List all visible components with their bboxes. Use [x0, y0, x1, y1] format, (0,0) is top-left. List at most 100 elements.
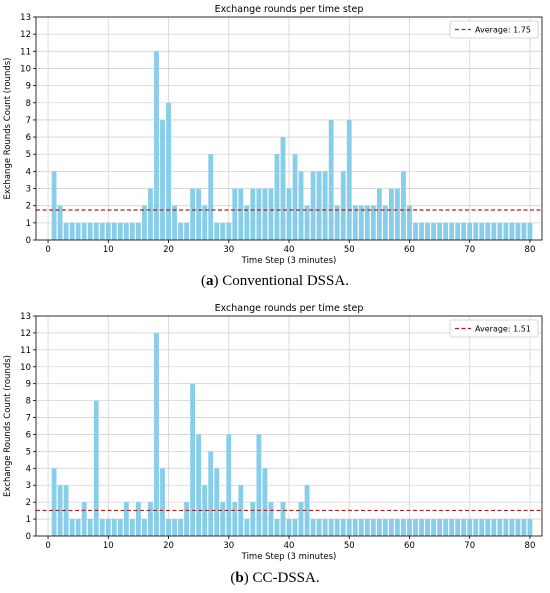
bar — [304, 205, 310, 240]
x-tick-label: 80 — [525, 245, 536, 255]
bar — [250, 502, 256, 536]
bar — [93, 222, 99, 240]
bar — [346, 119, 352, 240]
y-tick-label: 10 — [20, 64, 31, 74]
bar — [316, 519, 322, 536]
caption-a-text: Conventional DSSA. — [222, 273, 349, 289]
bar — [75, 519, 81, 536]
y-tick-label: 1 — [26, 515, 31, 525]
chart-title: Exchange rounds per time step — [215, 4, 364, 15]
bar — [485, 519, 491, 536]
bar — [142, 205, 147, 240]
x-tick-label: 0 — [45, 245, 50, 255]
bar — [388, 188, 394, 240]
y-tick-label: 9 — [26, 82, 31, 92]
bar — [395, 188, 400, 240]
y-axis-label: Exchange Rounds Count (rounds) — [3, 58, 13, 200]
bar — [220, 502, 226, 536]
x-tick-label: 10 — [103, 541, 114, 551]
bar — [202, 205, 208, 240]
y-tick-label: 1 — [26, 219, 31, 229]
bar — [304, 485, 310, 536]
bar — [244, 519, 250, 536]
bar — [184, 502, 190, 536]
bar — [527, 222, 533, 240]
bar — [208, 451, 214, 536]
x-tick-label: 80 — [525, 541, 536, 551]
bar — [407, 205, 412, 240]
y-tick-label: 0 — [26, 236, 31, 246]
y-tick-label: 13 — [20, 312, 31, 322]
bar — [117, 519, 123, 536]
bar — [497, 222, 503, 240]
bar — [280, 502, 286, 536]
bar — [431, 519, 436, 536]
bar — [148, 502, 153, 536]
bar — [274, 154, 280, 240]
bar — [413, 222, 418, 240]
bar — [376, 519, 382, 536]
y-tick-label: 10 — [20, 363, 31, 373]
bar — [310, 171, 316, 240]
bar — [407, 519, 412, 536]
bar — [256, 434, 262, 536]
bar — [334, 519, 340, 536]
bar — [262, 188, 268, 240]
x-tick-label: 70 — [464, 245, 475, 255]
bar — [63, 222, 69, 240]
bar — [352, 205, 358, 240]
bar — [166, 519, 171, 536]
bar — [196, 434, 202, 536]
bar — [370, 519, 376, 536]
bar — [69, 519, 75, 536]
bar — [395, 519, 400, 536]
bar — [455, 519, 461, 536]
bar — [142, 519, 147, 536]
bar — [135, 222, 141, 240]
x-tick-label: 20 — [163, 541, 174, 551]
bar — [99, 222, 105, 240]
bar — [509, 222, 515, 240]
bar — [515, 222, 521, 240]
bar — [274, 519, 280, 536]
y-tick-label: 5 — [26, 447, 31, 457]
bar — [81, 502, 87, 536]
bar — [358, 205, 364, 240]
y-tick-label: 2 — [26, 202, 31, 212]
bar — [196, 188, 202, 240]
bar — [527, 519, 533, 536]
bar — [346, 519, 352, 536]
bar — [382, 205, 388, 240]
bar — [123, 502, 129, 536]
x-tick-label: 50 — [344, 245, 355, 255]
bar — [298, 502, 304, 536]
bar — [467, 222, 473, 240]
bar — [316, 171, 322, 240]
bar — [57, 485, 63, 536]
bar — [521, 222, 527, 240]
bar — [184, 222, 190, 240]
bar — [75, 222, 81, 240]
bar — [208, 154, 214, 240]
y-tick-label: 7 — [26, 116, 31, 126]
x-tick-label: 70 — [464, 541, 475, 551]
bar — [256, 188, 262, 240]
bar — [172, 205, 177, 240]
bar — [160, 119, 165, 240]
y-tick-label: 4 — [26, 464, 31, 474]
bar — [443, 519, 449, 536]
bar — [232, 502, 238, 536]
bar — [105, 222, 111, 240]
x-tick-label: 10 — [103, 245, 114, 255]
caption-a: (a) Conventional DSSA. — [201, 273, 349, 289]
x-tick-label: 0 — [45, 541, 50, 551]
bar — [226, 434, 232, 536]
bar — [154, 332, 159, 536]
caption-b: (b) CC-DSSA. — [230, 570, 320, 586]
bar — [262, 468, 268, 536]
bar — [310, 519, 316, 536]
bar — [111, 222, 117, 240]
bar — [93, 400, 99, 536]
y-tick-label: 3 — [26, 185, 31, 195]
